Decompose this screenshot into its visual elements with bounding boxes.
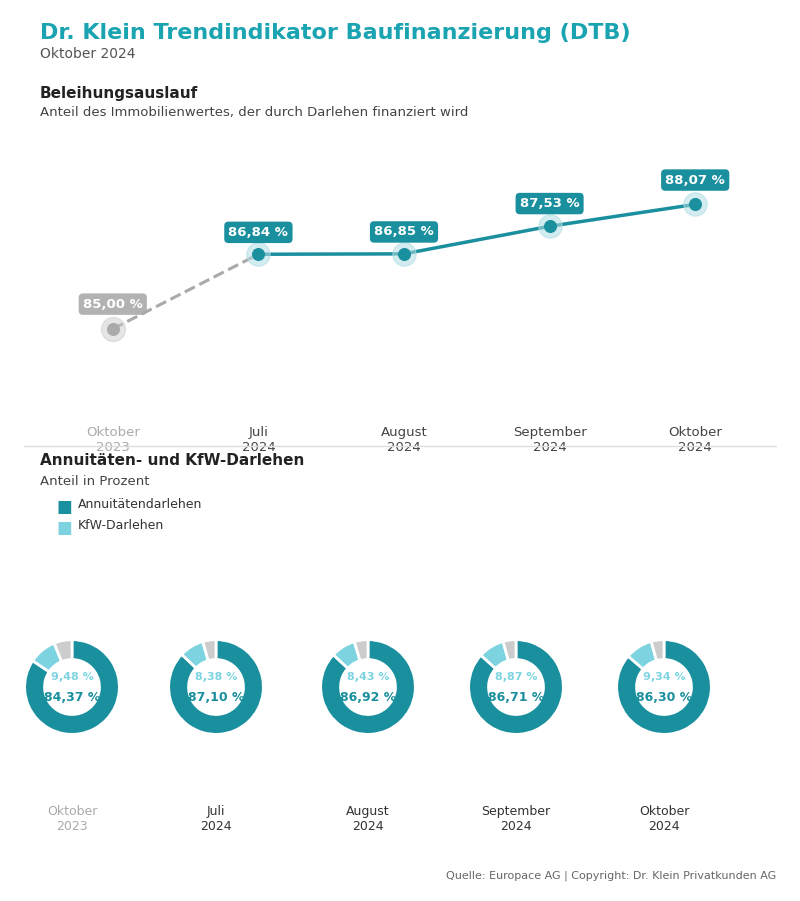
Text: Annuitäten- und KfW-Darlehen: Annuitäten- und KfW-Darlehen <box>40 453 304 469</box>
Wedge shape <box>321 640 415 734</box>
Wedge shape <box>54 640 72 661</box>
Wedge shape <box>651 640 664 660</box>
Text: 84,37 %: 84,37 % <box>44 691 100 704</box>
Wedge shape <box>25 640 119 734</box>
Point <box>398 247 410 261</box>
Text: 86,30 %: 86,30 % <box>636 691 692 704</box>
Text: 85,00 %: 85,00 % <box>83 297 142 311</box>
Point <box>252 247 265 261</box>
Text: Anteil in Prozent: Anteil in Prozent <box>40 475 150 487</box>
Wedge shape <box>182 642 208 668</box>
Wedge shape <box>503 640 516 660</box>
Wedge shape <box>354 640 368 660</box>
Text: 8,43 %: 8,43 % <box>346 671 390 681</box>
Text: 86,71 %: 86,71 % <box>488 691 544 704</box>
Text: Oktober
2024: Oktober 2024 <box>639 805 689 833</box>
Text: ■: ■ <box>56 498 72 516</box>
Text: Beleihungsauslauf: Beleihungsauslauf <box>40 86 198 101</box>
Wedge shape <box>334 642 360 669</box>
Text: 9,48 %: 9,48 % <box>50 671 94 681</box>
Text: ■: ■ <box>56 519 72 537</box>
Point <box>689 197 702 212</box>
Wedge shape <box>617 640 711 734</box>
Text: Oktober
2023: Oktober 2023 <box>47 805 97 833</box>
Text: August
2024: August 2024 <box>346 805 390 833</box>
Text: September
2024: September 2024 <box>482 805 550 833</box>
Text: Dr. Klein Trendindikator Baufinanzierung (DTB): Dr. Klein Trendindikator Baufinanzierung… <box>40 23 630 43</box>
Text: 9,34 %: 9,34 % <box>642 671 686 681</box>
Wedge shape <box>469 640 563 734</box>
Text: 86,84 %: 86,84 % <box>229 226 288 239</box>
Point <box>543 219 556 233</box>
Text: Oktober 2024: Oktober 2024 <box>40 47 135 61</box>
Point <box>106 322 119 336</box>
Text: Quelle: Europace AG | Copyright: Dr. Klein Privatkunden AG: Quelle: Europace AG | Copyright: Dr. Kle… <box>446 870 776 881</box>
Text: 86,92 %: 86,92 % <box>340 691 396 704</box>
Text: 87,10 %: 87,10 % <box>188 691 244 704</box>
Point <box>689 197 702 212</box>
Text: 8,87 %: 8,87 % <box>494 671 538 681</box>
Text: KfW-Darlehen: KfW-Darlehen <box>78 519 164 532</box>
Wedge shape <box>628 642 657 669</box>
Point <box>398 247 410 261</box>
Text: Annuitätendarlehen: Annuitätendarlehen <box>78 498 202 511</box>
Wedge shape <box>169 640 263 734</box>
Text: Anteil des Immobilienwertes, der durch Darlehen finanziert wird: Anteil des Immobilienwertes, der durch D… <box>40 106 468 119</box>
Point <box>106 322 119 336</box>
Point <box>252 247 265 261</box>
Text: 86,85 %: 86,85 % <box>374 225 434 239</box>
Text: 8,38 %: 8,38 % <box>195 671 237 681</box>
Wedge shape <box>481 642 509 669</box>
Text: 87,53 %: 87,53 % <box>520 197 579 210</box>
Wedge shape <box>33 643 62 672</box>
Text: Juli
2024: Juli 2024 <box>200 805 232 833</box>
Text: 88,07 %: 88,07 % <box>666 174 725 187</box>
Point <box>543 219 556 233</box>
Wedge shape <box>202 640 216 660</box>
